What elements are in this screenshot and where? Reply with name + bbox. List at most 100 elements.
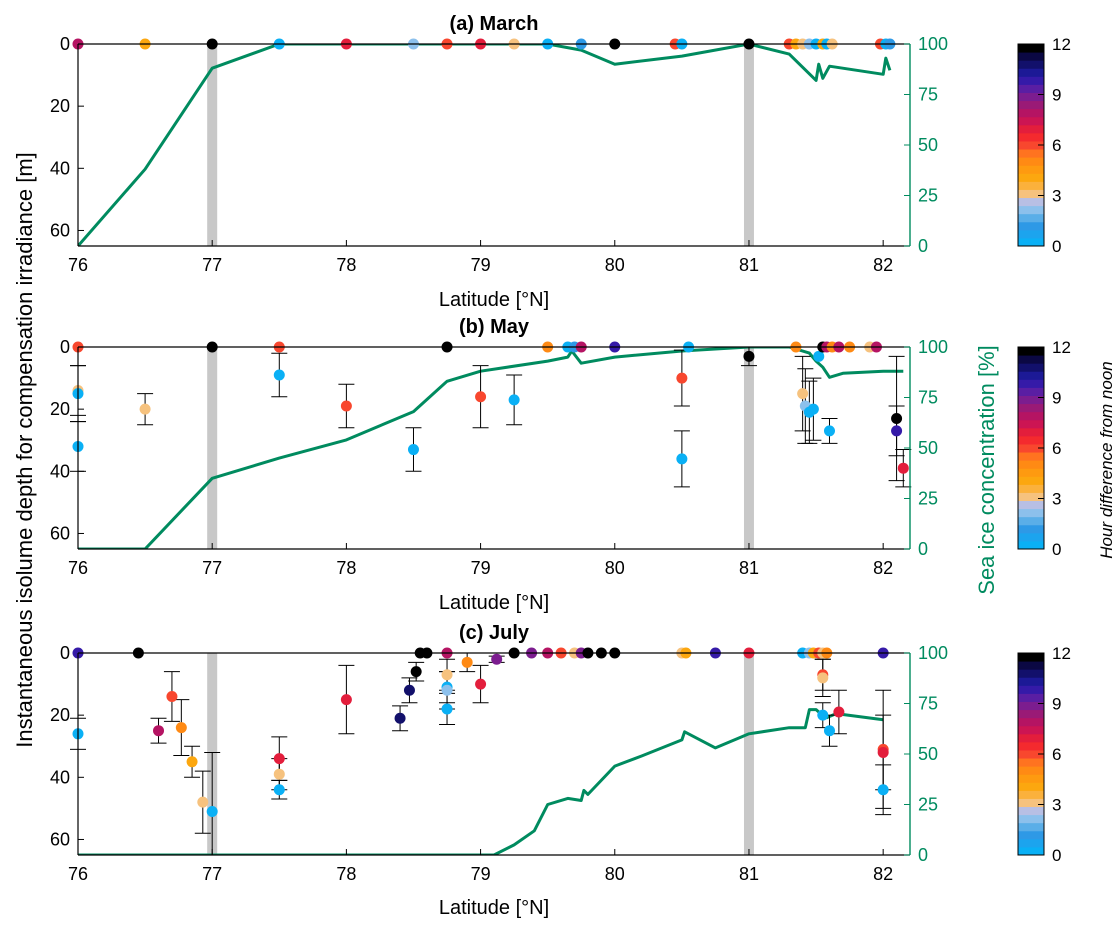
y2-tick-label: 75 <box>918 388 938 408</box>
colorbar-segment <box>1018 132 1044 142</box>
y2-tick-label: 50 <box>918 135 938 155</box>
colorbar-segment <box>1018 790 1044 799</box>
colorbar-segment <box>1018 419 1044 429</box>
colorbar-segment <box>1018 733 1044 743</box>
sea-ice-series <box>78 347 904 549</box>
data-point <box>676 372 688 384</box>
x-tick-label: 78 <box>336 255 356 275</box>
colorbar-segment <box>1018 661 1044 670</box>
colorbar-tick-label: 12 <box>1052 644 1071 663</box>
y-tick-label: 40 <box>50 158 70 178</box>
y2-tick-label: 75 <box>918 85 938 105</box>
data-point <box>897 462 909 474</box>
colorbar-segment <box>1018 76 1044 85</box>
x-tick-label: 82 <box>873 255 893 275</box>
xlabel-may: Latitude [°N] <box>439 592 549 614</box>
colorbar-segment <box>1018 500 1044 510</box>
colorbar-tick-label: 9 <box>1052 389 1061 408</box>
colorbar-segment <box>1018 484 1044 493</box>
colorbar-segment <box>1018 355 1044 364</box>
colorbar-tick-label: 12 <box>1052 35 1071 54</box>
error-bars <box>70 346 912 488</box>
colorbar-segment <box>1018 532 1044 542</box>
colorbar-segment <box>1018 229 1044 239</box>
colorbar-tick-label: 6 <box>1052 136 1061 155</box>
colorbar-segment <box>1018 798 1044 808</box>
colorbar-segment <box>1018 379 1044 388</box>
tick-labels: 76 77 78 79 80 81 82 0 20 40 60 0 25 50 75 100 <box>50 34 948 275</box>
y-tick-label: 40 <box>50 767 70 787</box>
data-point <box>206 805 218 817</box>
gray-band <box>743 347 754 549</box>
colorbar-segment <box>1018 758 1044 767</box>
colorbar-segment <box>1018 838 1044 848</box>
data-point <box>340 400 352 412</box>
data-point <box>676 453 688 465</box>
panel-march: (a) March Latitude [°N] 76 77 78 79 80 81 82 0 2… <box>50 13 1071 311</box>
data-point <box>743 350 755 362</box>
y-tick-label: 0 <box>60 643 70 663</box>
panel-title-may: (b) May <box>459 316 530 338</box>
data-point <box>797 388 809 400</box>
data-point <box>461 656 473 668</box>
y2-tick-label: 100 <box>918 337 948 357</box>
colorbar-segment <box>1018 709 1044 719</box>
colorbar-segment <box>1018 395 1044 405</box>
colorbar-segment <box>1018 60 1044 69</box>
colorbar-tick-label: 0 <box>1052 540 1061 559</box>
colorbar: 0 3 6 9 12 <box>1017 35 1071 256</box>
colorbar-segment <box>1018 181 1044 190</box>
colorbar-tick-label: 9 <box>1052 695 1061 714</box>
tick-labels: 76 77 78 79 80 81 82 0 20 40 60 0 25 50 75 100 <box>50 643 948 884</box>
gray-bands <box>207 44 754 246</box>
colorbar-segment <box>1018 371 1044 380</box>
y2-tick-label: 0 <box>918 539 928 559</box>
axes-frame <box>77 43 911 247</box>
colorbar-segment <box>1018 124 1044 134</box>
axes-frame <box>77 652 911 856</box>
gray-band <box>207 44 218 246</box>
colorbar-segment <box>1018 701 1044 711</box>
data-point <box>891 425 903 437</box>
colorbar-segment <box>1018 460 1044 469</box>
gray-band <box>207 347 218 549</box>
data-point <box>407 444 419 456</box>
y2-tick-label: 100 <box>918 34 948 54</box>
data-point <box>508 394 520 406</box>
colorbar-segment <box>1018 149 1044 158</box>
data-point <box>273 369 285 381</box>
y-tick-label: 0 <box>60 337 70 357</box>
sea-ice-line <box>78 44 892 246</box>
data-point <box>491 653 503 665</box>
colorbar-segment <box>1018 693 1044 702</box>
colorbar-segment <box>1018 814 1044 824</box>
colorbar-segment <box>1018 44 1044 53</box>
xlabel-march: Latitude [°N] <box>439 289 549 311</box>
colorbar-tick-label: 9 <box>1052 86 1061 105</box>
x-tick-label: 78 <box>336 864 356 884</box>
colorbar: 0 3 6 9 12 <box>1017 644 1071 865</box>
colorbar-segment <box>1018 508 1044 518</box>
x-tick-label: 77 <box>202 558 222 578</box>
colorbar-segment <box>1018 189 1044 199</box>
data-point <box>175 722 187 734</box>
colorbar-tick-label: 6 <box>1052 745 1061 764</box>
y2-tick-label: 25 <box>918 795 938 815</box>
y2-tick-label: 25 <box>918 186 938 206</box>
data-point <box>813 350 825 362</box>
colorbar-segment <box>1018 427 1044 437</box>
x-tick-label: 81 <box>739 558 759 578</box>
data-point <box>807 403 819 415</box>
data-point <box>340 694 352 706</box>
colorbar-segment <box>1018 347 1044 356</box>
y2-tick-label: 50 <box>918 744 938 764</box>
y2-tick-label: 25 <box>918 489 938 509</box>
colorbar-segment <box>1018 766 1044 775</box>
colorbar-segment <box>1018 830 1044 840</box>
data-point <box>817 709 829 721</box>
colorbar-segment <box>1018 749 1044 759</box>
y-tick-label: 20 <box>50 96 70 116</box>
colorbar-segment <box>1018 403 1044 413</box>
x-tick-label: 81 <box>739 864 759 884</box>
colorbar-segment <box>1018 197 1044 207</box>
